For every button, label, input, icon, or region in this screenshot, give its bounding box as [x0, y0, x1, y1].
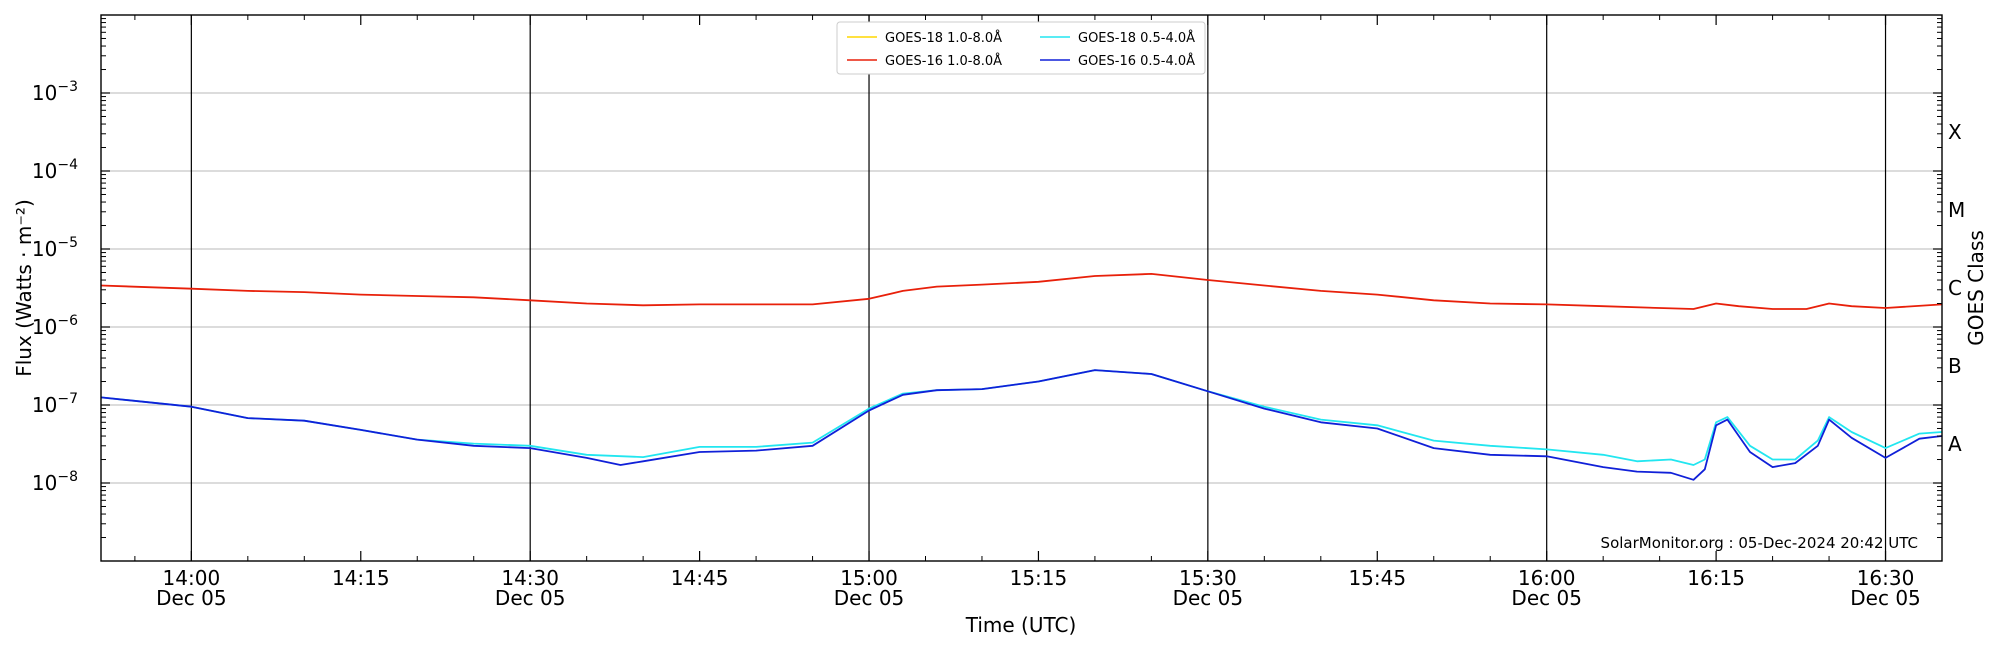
- y-tick-label: 10−6: [32, 313, 78, 339]
- x-tick-label: 14:15: [332, 566, 390, 590]
- x-tick-label: 14:45: [671, 566, 729, 590]
- y2-axis-title: GOES Class: [1964, 230, 1988, 346]
- y-tick-label: 10−5: [32, 235, 78, 261]
- goes-class-a: A: [1948, 432, 1962, 456]
- x-tick-date-label: Dec 05: [495, 586, 566, 610]
- legend-label-3: GOES-16 0.5-4.0Å: [1078, 53, 1195, 69]
- x-tick-label: 14:30: [501, 566, 559, 590]
- x-tick-label: 16:00: [1518, 566, 1576, 590]
- x-tick-date-label: Dec 05: [1511, 586, 1582, 610]
- x-tick-label: 14:00: [163, 566, 221, 590]
- y-tick-label: 10−8: [32, 469, 78, 495]
- x-tick-date-label: Dec 05: [1173, 586, 1244, 610]
- x-tick-date-label: Dec 05: [156, 586, 227, 610]
- y-tick-label: 10−4: [32, 157, 78, 183]
- legend: GOES-18 1.0-8.0Å GOES-16 1.0-8.0Å GOES-18 …: [836, 21, 1206, 75]
- goes-class-x: X: [1948, 120, 1962, 144]
- y-axis-ticks: 10−3 10−4 10−5 10−6 10−7 10−8: [32, 18, 1942, 539]
- series-line-3: [100, 369, 1943, 481]
- x-tick-label: 15:00: [840, 566, 898, 590]
- x-tick-date-label: Dec 05: [1850, 586, 1921, 610]
- goes-class-b: B: [1948, 354, 1962, 378]
- legend-label-2: GOES-18 0.5-4.0Å: [1078, 30, 1195, 46]
- x-axis-title: Time (UTC): [965, 613, 1077, 637]
- goes-class-c: C: [1948, 276, 1962, 300]
- x-tick-label: 15:30: [1179, 566, 1237, 590]
- goes-class-labels: X M C B A: [1948, 120, 1965, 456]
- y-tick-label: 10−7: [32, 391, 78, 417]
- x-tick-label: 16:15: [1687, 566, 1745, 590]
- y-tick-label: 10−3: [32, 79, 78, 105]
- legend-box: [836, 21, 1206, 75]
- grid-lines: [101, 92, 1942, 484]
- x-tick-label: 16:30: [1857, 566, 1915, 590]
- y-axis-title: Flux (Watts · m⁻²): [12, 199, 36, 377]
- series-line-1: [100, 272, 1943, 310]
- plot-frame: [100, 14, 1943, 562]
- x-tick-date-label: Dec 05: [834, 586, 905, 610]
- legend-label-1: GOES-16 1.0-8.0Å: [885, 53, 1002, 69]
- legend-label-0: GOES-18 1.0-8.0Å: [885, 30, 1002, 46]
- goes-class-m: M: [1948, 198, 1965, 222]
- credit-text: SolarMonitor.org : 05-Dec-2024 20:42 UTC: [1601, 534, 1918, 552]
- major-time-lines: [190, 15, 1887, 561]
- x-tick-label: 15:15: [1010, 566, 1068, 590]
- x-tick-label: 15:45: [1348, 566, 1406, 590]
- series-line-2: [100, 369, 1943, 466]
- series-lines: [100, 272, 1943, 481]
